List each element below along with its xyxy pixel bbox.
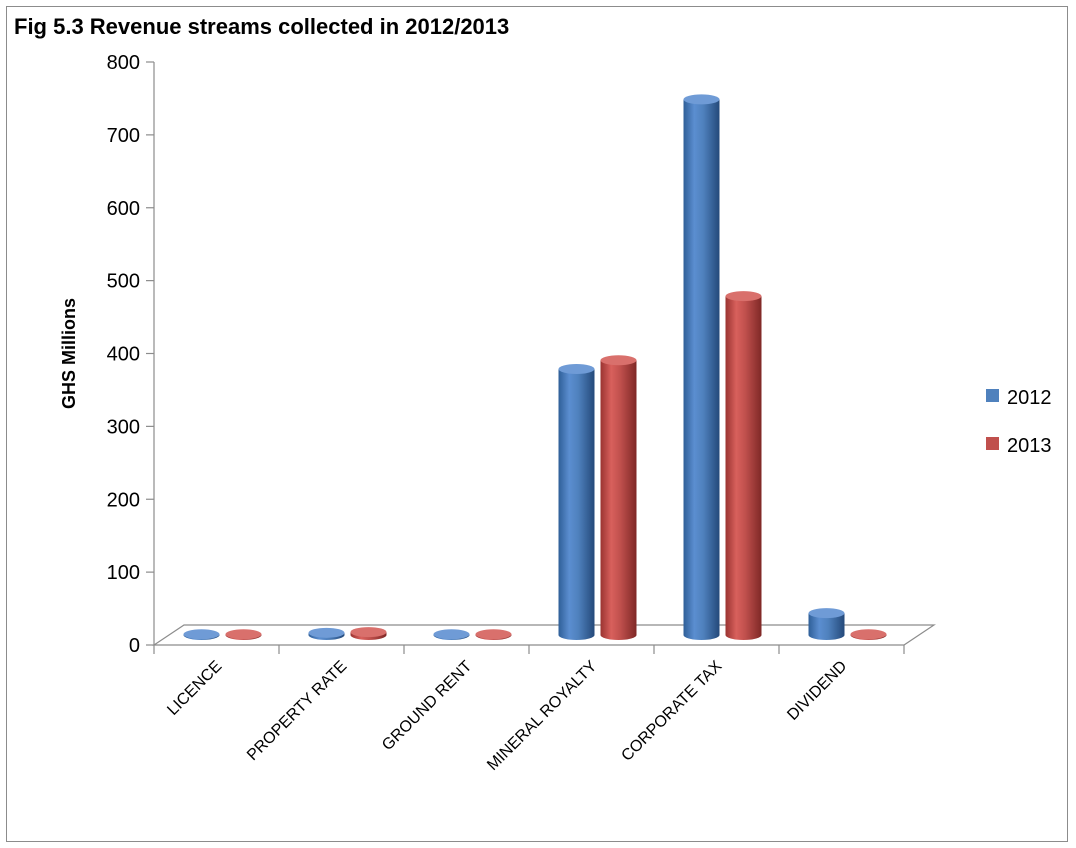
y-tick-label: 700 <box>107 125 140 147</box>
y-axis-label: GHS Millions <box>59 298 79 409</box>
bar-2013-corporate-tax <box>725 291 762 640</box>
y-tick-label: 0 <box>129 635 140 657</box>
bar-top <box>433 629 470 640</box>
y-tick-label: 200 <box>107 489 140 511</box>
y-tick-label: 400 <box>107 344 140 366</box>
x-category-label: LICENCE <box>164 658 225 719</box>
bar-top <box>183 629 220 640</box>
chart-frame <box>6 6 1068 842</box>
y-tick-label: 600 <box>107 198 140 220</box>
bar-body <box>725 296 762 640</box>
bar-2013-mineral-royalty <box>600 355 637 640</box>
bar-2012-corporate-tax <box>683 94 720 640</box>
bar-2012-ground-rent <box>433 629 470 640</box>
bar-top <box>725 291 762 302</box>
bar-top <box>350 627 387 638</box>
y-tick-label: 500 <box>107 271 140 293</box>
legend-swatch-2012 <box>986 389 999 402</box>
bar-2012-property-rate <box>308 627 345 640</box>
bar-body <box>600 360 637 640</box>
x-category-label: GROUND RENT <box>379 658 475 754</box>
bar-body <box>683 99 720 640</box>
legend-swatch-2013 <box>986 437 999 450</box>
x-category-label: CORPORATE TAX <box>618 658 725 765</box>
bar-2012-mineral-royalty <box>558 364 595 640</box>
bar-2012-dividend <box>808 608 845 640</box>
legend-label-2013: 2013 <box>1007 435 1052 457</box>
chart-title: Fig 5.3 Revenue streams collected in 201… <box>14 14 510 39</box>
x-category-label: PROPERTY RATE <box>244 658 350 764</box>
bar-2012-licence <box>183 629 220 640</box>
bar-2013-property-rate <box>350 627 387 640</box>
bar-top <box>850 629 887 640</box>
y-tick-label: 800 <box>107 52 140 74</box>
bar-top <box>683 94 720 105</box>
bar-top <box>225 629 262 640</box>
bar-2013-licence <box>225 629 262 640</box>
bar-2013-ground-rent <box>475 629 512 640</box>
bar-top <box>308 627 345 638</box>
bar-top <box>600 355 637 366</box>
bar-top <box>558 364 595 375</box>
bar-2013-dividend <box>850 629 887 640</box>
y-tick-label: 100 <box>107 562 140 584</box>
bar-body <box>558 369 595 640</box>
x-category-label: MINERAL ROYALTY <box>484 658 600 774</box>
bar-top <box>808 608 845 619</box>
y-tick-label: 300 <box>107 416 140 438</box>
bar-top <box>475 629 512 640</box>
x-category-label: DIVIDEND <box>784 658 850 724</box>
legend-label-2012: 2012 <box>1007 387 1052 409</box>
bar-body <box>808 613 845 640</box>
